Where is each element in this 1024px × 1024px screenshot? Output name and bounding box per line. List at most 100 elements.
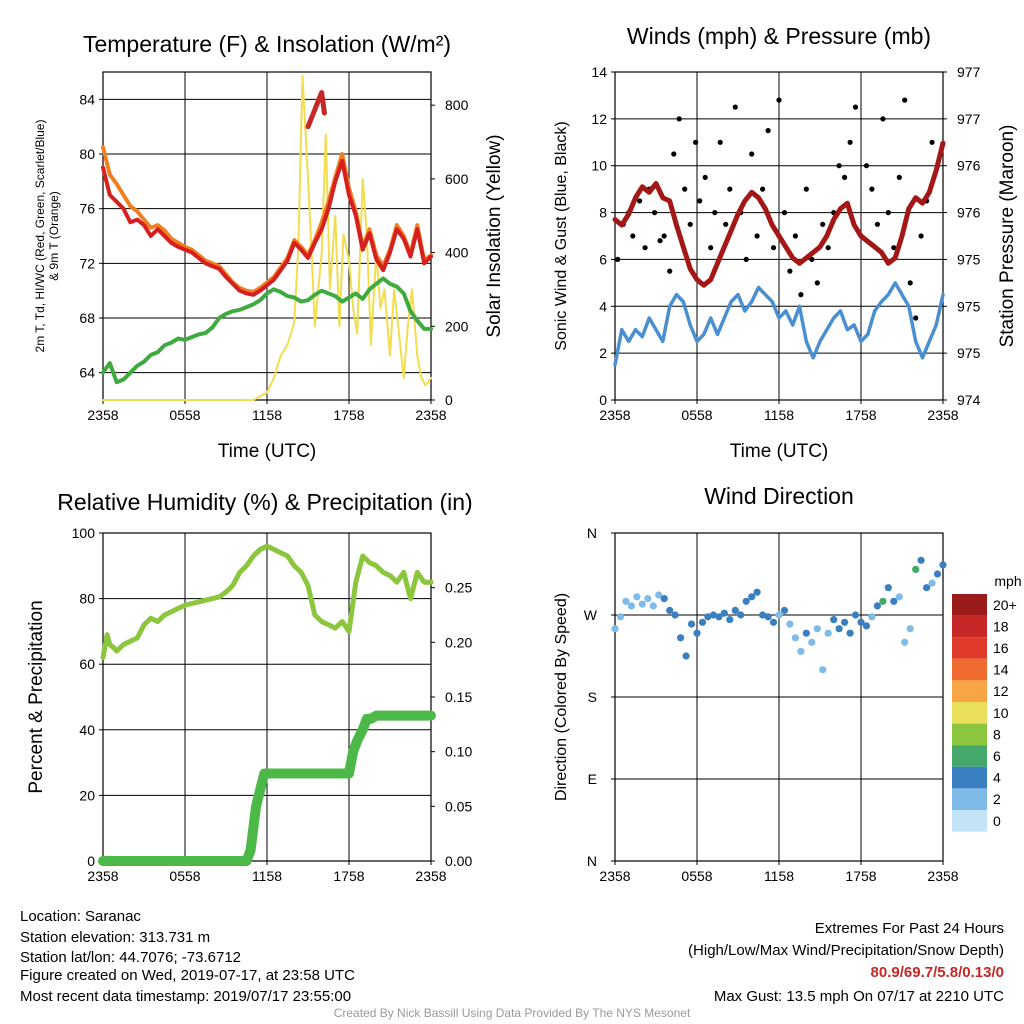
direction-point — [666, 606, 674, 615]
rh-xtick-label: 1758 — [333, 868, 364, 884]
gust-point — [717, 139, 723, 145]
temp-xtick-label: 1758 — [333, 407, 364, 423]
direction-point — [704, 613, 712, 621]
direction-point — [830, 616, 838, 624]
gust-point — [863, 163, 870, 169]
legend-swatch — [952, 702, 987, 724]
gust-point — [630, 233, 636, 239]
direction-point — [819, 666, 827, 674]
winds-xtick-label: 1758 — [845, 407, 876, 423]
rh-y2tick-label: 0.25 — [445, 580, 472, 596]
gust-point — [676, 116, 682, 122]
direction-point — [671, 611, 679, 619]
winds-y2tick-label: 975 — [957, 298, 981, 314]
direction-point — [933, 570, 942, 578]
direction-point — [824, 629, 832, 637]
rh-y2tick-label: 0.10 — [445, 744, 472, 760]
gust-point — [682, 186, 688, 192]
direction-point — [737, 611, 745, 619]
solar-line — [102, 74, 432, 401]
dir-xtick-label: 0558 — [681, 868, 712, 884]
direction-point — [753, 588, 761, 596]
direction-point — [917, 556, 925, 564]
temp-y2tick-label: 400 — [445, 245, 469, 261]
rh-ytick-label: 100 — [72, 525, 96, 541]
gust-point — [814, 280, 820, 286]
direction-point — [797, 647, 805, 656]
latlon-label: Station lat/lon: 44.7076; -73.6712 — [20, 949, 242, 966]
gust-point — [637, 198, 643, 204]
rh-xtick-label: 0558 — [169, 868, 200, 884]
recent-data-label: Most recent data timestamp: 2019/07/17 2… — [20, 988, 352, 1005]
direction-point — [906, 625, 914, 633]
legend-label: 12 — [993, 683, 1009, 699]
winds-y2tick-label: 975 — [957, 345, 981, 361]
winds-xtick-label: 0558 — [681, 407, 712, 423]
direction-ylabel: Direction (Colored By Speed) — [553, 593, 570, 801]
winds-ytick-label: 6 — [599, 251, 607, 267]
winds-xtick-label: 2358 — [599, 407, 630, 423]
direction-point — [890, 597, 898, 605]
direction-point — [901, 638, 909, 646]
rh-ytick-label: 80 — [79, 591, 95, 607]
gust-point — [652, 210, 658, 216]
direction-title: Wind Direction — [704, 483, 854, 509]
precip-line — [98, 710, 436, 866]
direction-point — [857, 618, 865, 626]
dir-ytick-label: E — [588, 771, 597, 787]
dir-ytick-label: S — [588, 689, 597, 705]
direction-point — [884, 584, 892, 592]
gust-point — [803, 186, 809, 192]
direction-point — [687, 620, 696, 628]
gust-point — [723, 221, 729, 227]
dir-ytick-label: N — [587, 853, 597, 869]
gust-point — [836, 163, 842, 169]
temp-ytick-label: 76 — [79, 201, 95, 217]
winds-ytick-label: 14 — [591, 64, 607, 80]
direction-point — [764, 613, 772, 621]
direction-point — [802, 629, 810, 637]
humidity-title: Relative Humidity (%) & Precipitation (i… — [57, 489, 472, 515]
direction-point — [813, 625, 821, 633]
gust-point — [820, 221, 826, 227]
sonic-wind-line — [613, 281, 945, 367]
gust-point — [749, 151, 755, 157]
temp-y2tick-label: 200 — [445, 318, 469, 334]
winds-y2tick-label: 976 — [957, 158, 981, 174]
rh-ytick-label: 20 — [79, 787, 95, 803]
legend-swatch — [952, 810, 987, 832]
direction-point — [638, 600, 646, 608]
temperature-xlabel: Time (UTC) — [218, 441, 317, 462]
gust-point — [847, 139, 853, 145]
dir-xtick-label: 1758 — [845, 868, 876, 884]
gust-point — [869, 186, 875, 192]
direction-point — [808, 638, 816, 646]
direction-point — [731, 606, 739, 615]
legend-swatch — [952, 637, 987, 659]
legend-label: 4 — [993, 770, 1001, 786]
temp-ytick-label: 80 — [79, 146, 95, 162]
gust-point — [760, 186, 766, 192]
gust-point — [702, 174, 708, 180]
legend-label: 18 — [993, 618, 1009, 634]
temp-ytick-label: 68 — [79, 310, 95, 326]
direction-point — [759, 611, 767, 619]
legend-swatch — [952, 745, 987, 767]
legend-swatch — [952, 615, 987, 638]
dir-ytick-label: W — [584, 607, 598, 623]
dir-ytick-label: N — [587, 525, 597, 541]
dir-xtick-label: 2358 — [927, 868, 958, 884]
legend-label: 14 — [993, 662, 1009, 678]
direction-point — [627, 602, 636, 610]
direction-point — [862, 622, 871, 630]
gust-point — [880, 116, 886, 122]
credit-line: Created By Nick Bassill Using Data Provi… — [333, 1006, 691, 1020]
heat-index-line — [305, 90, 327, 130]
legend-label: 10 — [993, 705, 1009, 721]
gust-point — [885, 210, 891, 216]
winds-xtick-label: 2358 — [927, 407, 958, 423]
rh-ytick-label: 60 — [79, 656, 95, 672]
direction-point — [786, 620, 794, 628]
legend-swatch — [952, 658, 987, 681]
direction-point — [835, 625, 843, 633]
